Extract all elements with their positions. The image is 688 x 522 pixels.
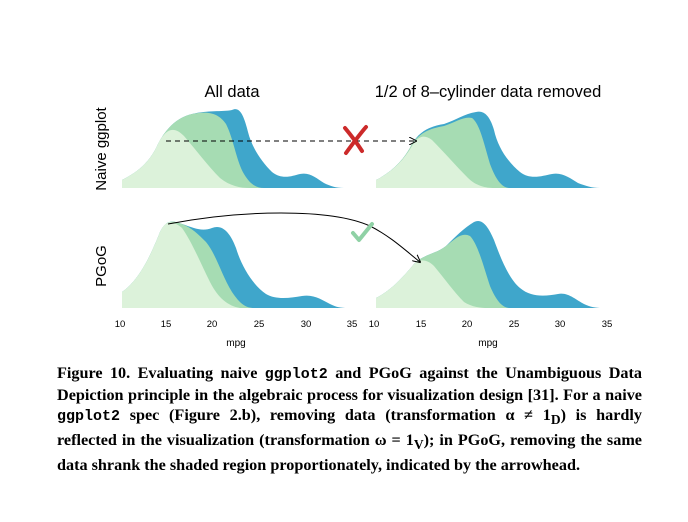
density-light-green	[376, 260, 488, 308]
caption-text: spec (Figure 2.b), removing data (transf…	[120, 406, 551, 424]
tick-label: 10	[115, 319, 126, 330]
row-label-naive: Naive ggplot	[93, 106, 110, 190]
tick-label: 15	[161, 319, 172, 330]
panel-pgog-all	[122, 221, 348, 308]
tick-label: 20	[462, 319, 473, 330]
tick-label: 25	[254, 319, 265, 330]
tick-label: 30	[301, 319, 312, 330]
tick-label: 10	[369, 319, 380, 330]
cross-mark	[343, 125, 368, 155]
column-title-all-data: All data	[204, 83, 260, 101]
density-light-green	[122, 222, 240, 308]
tick-label: 25	[509, 319, 520, 330]
tick-label: 30	[555, 319, 566, 330]
figure-graphic: All data 1/2 of 8–cylinder data removed …	[93, 83, 613, 349]
row-label-pgog: PGoG	[93, 245, 110, 287]
caption-subscript: D	[550, 412, 561, 428]
figure-caption: Figure 10. Evaluating naive ggplot2 and …	[57, 363, 642, 475]
tick-label: 35	[602, 319, 613, 330]
tick-label: 15	[416, 319, 427, 330]
density-light-green	[122, 129, 250, 188]
density-light-green	[376, 136, 494, 188]
caption-text: ) is hardly reflected in the visualizati…	[57, 406, 642, 450]
x-axis-label: mpg	[478, 338, 497, 349]
x-axis-label: mpg	[226, 338, 245, 349]
panel-naive-removed	[376, 111, 600, 188]
caption-text: and PGoG against the Unambiguous Data De…	[57, 364, 642, 404]
column-title-removed: 1/2 of 8–cylinder data removed	[375, 83, 602, 101]
panel-pgog-removed	[376, 220, 602, 308]
caption-code: ggplot2	[57, 408, 121, 425]
curved-arrow	[167, 212, 420, 262]
check-mark	[351, 222, 374, 242]
tick-label: 20	[207, 319, 218, 330]
caption-subscript: V	[413, 437, 424, 453]
caption-code: ggplot2	[264, 366, 328, 383]
x-axis-left: 10 15 20 25 30 35 mpg	[115, 319, 358, 349]
x-axis-right: 10 15 20 25 30 35 mpg	[369, 319, 613, 349]
tick-label: 35	[347, 319, 358, 330]
caption-text: ); in PGoG, removing the same data shran…	[57, 431, 642, 475]
caption-text: Figure 10. Evaluating naive	[57, 364, 265, 382]
panel-naive-all	[122, 109, 344, 188]
